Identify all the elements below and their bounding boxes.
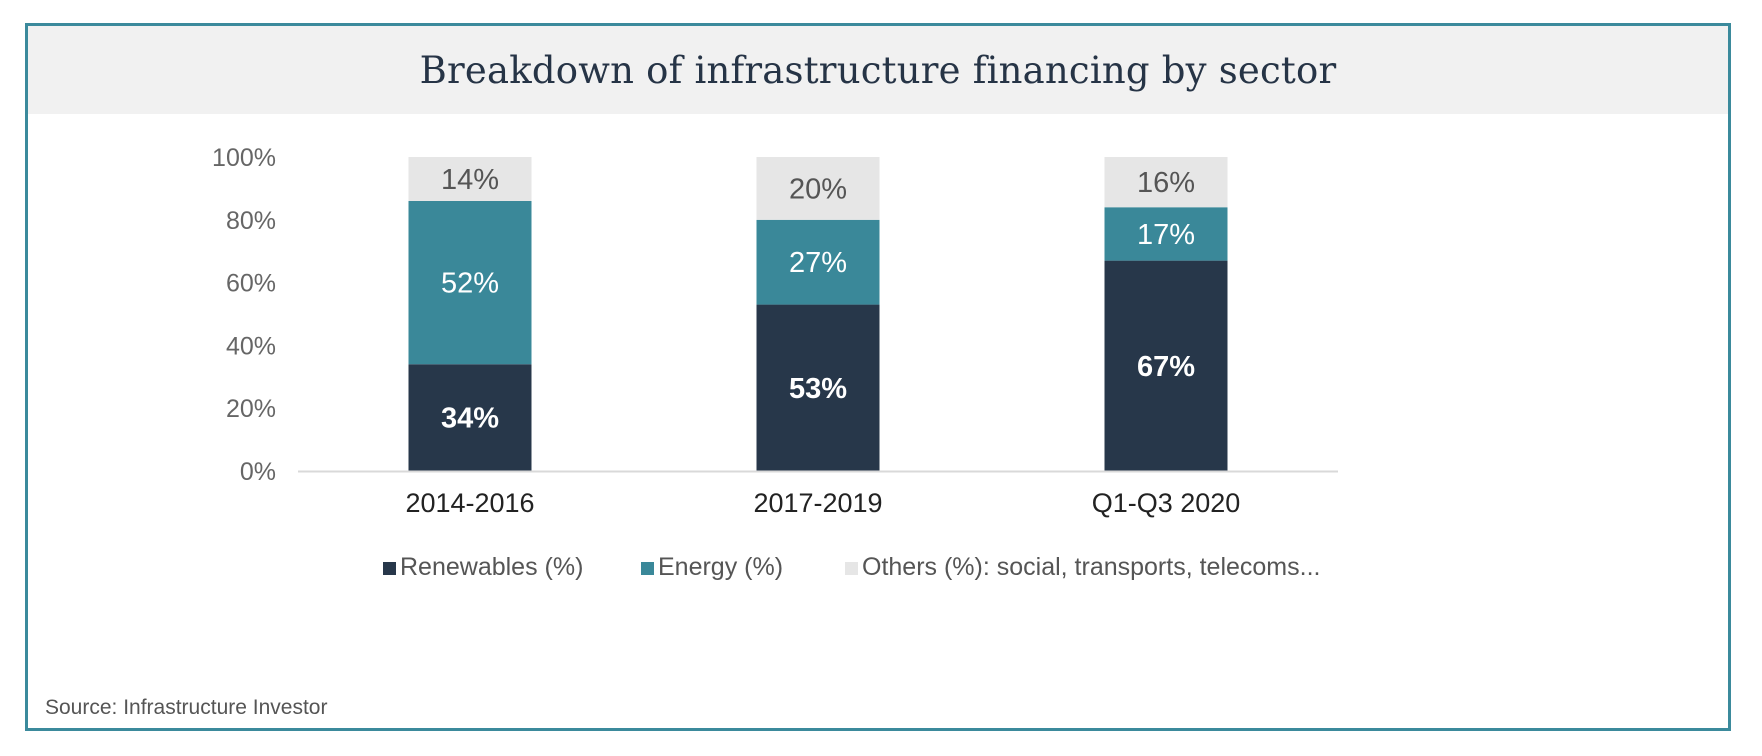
bar-segment (408, 364, 532, 471)
source-note: Source: Infrastructure Investor (45, 696, 328, 719)
stacked-bar-chart: 0% 20% 40% 60% 80% 100% 34% 52% 14% 2014-2016 53% 2… (212, 144, 1338, 581)
y-tick-label: 60% (226, 270, 276, 298)
data-label: 14% (441, 164, 499, 196)
bar-segment (756, 219, 880, 305)
y-tick-label: 100% (212, 144, 276, 172)
legend-swatch (383, 562, 396, 575)
x-category-label: Q1-Q3 2020 (1092, 488, 1241, 518)
data-label: 27% (789, 247, 847, 279)
data-label: 17% (1137, 219, 1195, 251)
bar-segment (756, 304, 880, 471)
legend-label: Renewables (%) (400, 553, 583, 581)
bar-segment (756, 157, 880, 220)
y-tick-label: 80% (226, 207, 276, 235)
bar-segment (408, 157, 532, 201)
bar-segment (1104, 207, 1228, 261)
legend-label: Others (%): social, transports, telecoms… (862, 553, 1320, 581)
bar-segment (408, 200, 532, 365)
data-label: 67% (1137, 351, 1195, 383)
y-tick-label: 40% (226, 332, 276, 360)
title-band: Breakdown of infrastructure financing by… (28, 26, 1728, 114)
data-label: 52% (441, 268, 499, 300)
data-label: 16% (1137, 167, 1195, 199)
legend-swatch (845, 562, 858, 575)
data-label: 53% (789, 373, 847, 405)
chart-title: Breakdown of infrastructure financing by… (419, 48, 1337, 92)
y-tick-label: 20% (226, 395, 276, 423)
data-label: 20% (789, 173, 847, 205)
bar-segment (1104, 260, 1228, 471)
bar-segment (1104, 157, 1228, 208)
data-label: 34% (441, 403, 499, 435)
legend-label: Energy (%) (658, 553, 783, 581)
y-tick-label: 0% (240, 458, 276, 486)
x-category-label: 2014-2016 (405, 488, 534, 518)
x-category-label: 2017-2019 (753, 488, 882, 518)
chart-frame: Breakdown of infrastructure financing by… (25, 23, 1731, 731)
legend-swatch (641, 562, 654, 575)
